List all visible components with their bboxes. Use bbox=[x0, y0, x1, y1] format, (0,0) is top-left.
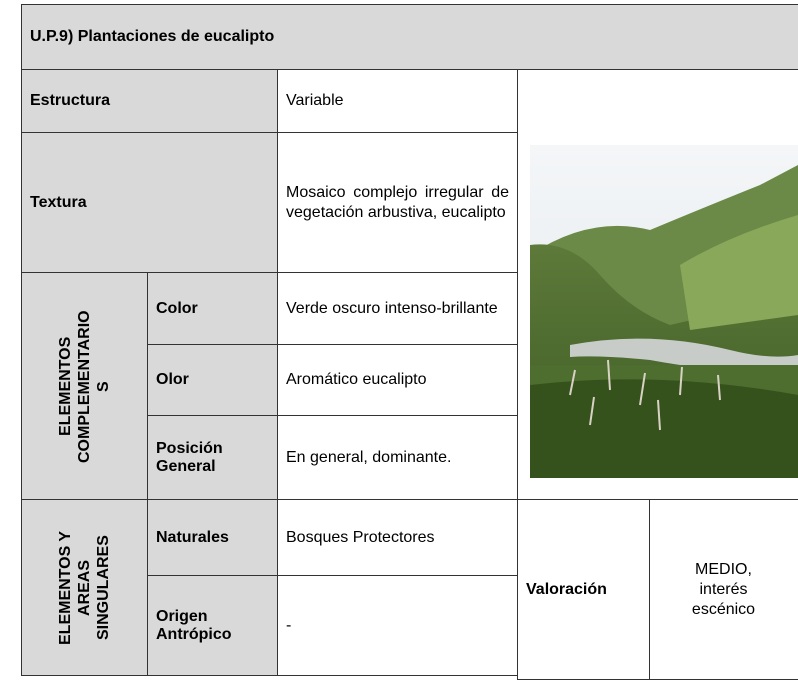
assessment-value-cell: MEDIO, interés escénico bbox=[649, 499, 798, 680]
item-label: Naturales bbox=[156, 528, 229, 546]
item-label-cell: Naturales bbox=[147, 499, 278, 576]
row-label-cell: Textura bbox=[21, 132, 278, 273]
assessment-label: Valoración bbox=[526, 580, 607, 598]
item-label-cell: Posición General bbox=[147, 415, 278, 500]
item-label: Olor bbox=[156, 371, 189, 388]
row-label-cell: Estructura bbox=[21, 69, 278, 133]
row-label: Estructura bbox=[30, 92, 111, 109]
assessment-value: MEDIO, interés escénico bbox=[691, 560, 756, 618]
item-label: Posición General bbox=[156, 439, 223, 475]
item-value: Aromático eucalipto bbox=[286, 371, 427, 388]
assessment-label-cell: Valoración bbox=[517, 499, 650, 680]
item-label: Color bbox=[156, 299, 198, 317]
item-label-cell: Olor bbox=[147, 344, 278, 416]
group-label-cell: ELEMENTOS Y AREAS SINGULARES bbox=[21, 499, 148, 676]
item-value-cell: Bosques Protectores bbox=[277, 499, 518, 576]
item-label: Origen Antrópico bbox=[156, 607, 232, 643]
item-value: Bosques Protectores bbox=[286, 528, 435, 546]
item-value-cell: En general, dominante. bbox=[277, 415, 518, 500]
item-value: Verde oscuro intenso-brillante bbox=[286, 299, 498, 317]
row-value: Variable bbox=[286, 92, 344, 109]
item-label-cell: Origen Antrópico bbox=[147, 575, 278, 676]
item-value: En general, dominante. bbox=[286, 448, 452, 466]
item-value-cell: - bbox=[277, 575, 518, 676]
row-value-cell: Variable bbox=[277, 69, 518, 133]
group-label-cell: ELEMENTOS COMPLEMENTARIO S bbox=[21, 272, 148, 500]
row-value: Mosaico complejo irregular de vegetación… bbox=[286, 183, 509, 221]
photo bbox=[530, 145, 798, 478]
item-value-cell: Verde oscuro intenso-brillante bbox=[277, 272, 518, 345]
title-cell: U.P.9) Plantaciones de eucalipto bbox=[21, 4, 798, 70]
group-label: ELEMENTOS COMPLEMENTARIO S bbox=[57, 309, 112, 463]
group-label: ELEMENTOS Y AREAS SINGULARES bbox=[57, 530, 112, 645]
title: U.P.9) Plantaciones de eucalipto bbox=[30, 28, 275, 45]
item-value: - bbox=[286, 616, 292, 634]
item-value-cell: Aromático eucalipto bbox=[277, 344, 518, 416]
item-label-cell: Color bbox=[147, 272, 278, 345]
row-label: Textura bbox=[30, 193, 87, 211]
row-value-cell: Mosaico complejo irregular de vegetación… bbox=[277, 132, 518, 273]
